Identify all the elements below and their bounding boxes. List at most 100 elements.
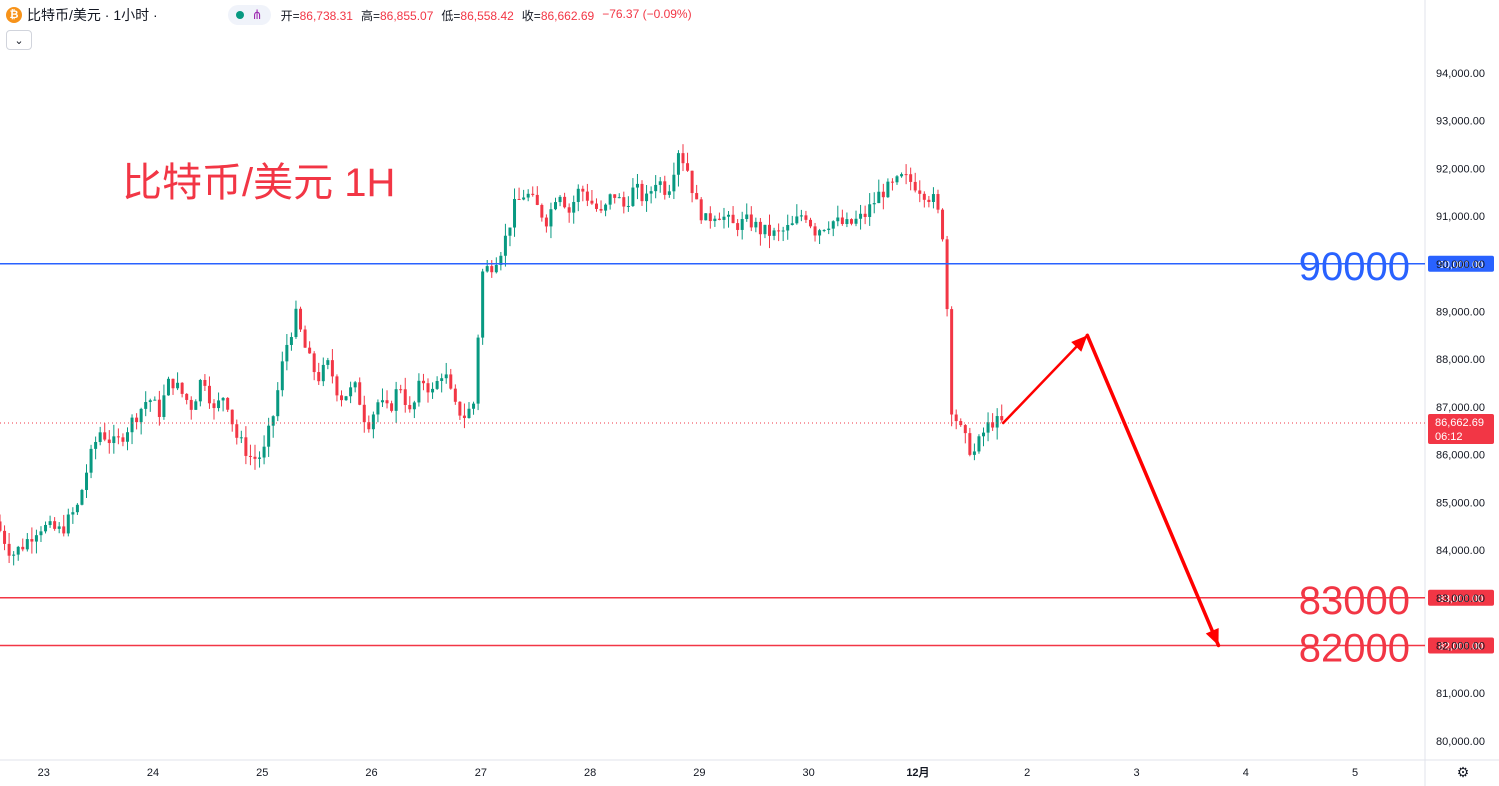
candle-body [890,181,894,183]
candle-body [954,414,958,422]
candle-body [931,194,935,203]
candle-body [7,543,11,556]
candle-body [818,230,822,236]
level-axis-label: 83,000.00 [1439,594,1484,605]
candle-body [777,230,781,232]
candle-body [713,218,717,222]
candle-body [540,204,544,218]
candle-body [194,401,198,410]
y-tick-label: 85,000.00 [1436,497,1485,509]
candle-body [48,521,52,525]
candle-body [0,521,2,531]
candle-body [71,512,75,515]
candle-body [649,191,653,194]
candle-body [663,181,667,195]
level-axis-label: 82,000.00 [1439,641,1484,652]
candle-body [676,153,680,175]
candle-body [317,372,321,382]
candle-body [763,224,767,235]
candle-body [235,424,239,438]
candle-body [171,378,175,389]
x-tick-label: 27 [475,767,487,779]
candle-body [490,266,494,273]
candle-body [772,230,776,236]
candle-body [189,399,193,410]
candle-body [239,437,243,439]
time-axis[interactable]: 23 24 25 26 27 28 29 30 12月 2 3 4 5 [38,766,1359,779]
candle-body [758,221,762,235]
candle-body [34,535,38,542]
candle-body [781,230,785,232]
candle-body [280,361,284,391]
candle-body [859,213,863,219]
candle-body [640,183,644,202]
candlestick-series [0,144,1004,566]
candle-body [431,388,435,393]
candle-body [103,432,107,440]
candle-body [367,422,371,430]
market-status-pill[interactable]: ⋔ [227,5,271,25]
candle-body [790,223,794,225]
y-tick-label: 83,000.00 [1436,593,1485,605]
candle-body [289,337,293,345]
price-axis[interactable]: 80,000.00 81,000.00 82,000.00 83,000.00 84,0… [1436,68,1485,748]
candle-body [476,337,480,404]
candle-body [913,181,917,191]
candle-body [25,539,29,550]
candle-body [362,404,366,423]
candle-body [941,209,945,240]
candle-body [631,187,635,206]
candle-body [358,382,362,405]
candle-body [330,360,334,377]
candle-body [740,219,744,230]
candle-body [895,176,899,183]
candle-body [3,530,7,544]
x-tick-label: 4 [1243,767,1249,779]
candle-body [62,526,66,534]
candle-body [854,218,858,224]
candle-body [786,224,790,231]
y-tick-label: 88,000.00 [1436,354,1485,366]
x-tick-label: 5 [1352,767,1358,779]
candle-body [950,309,954,415]
chart-title: 比特币/美元 1H [122,161,395,205]
candle-body [544,217,548,227]
candle-body [1000,416,1004,421]
candle-body [513,198,517,228]
candle-body [44,524,48,532]
high-label: 高= [360,8,380,23]
candle-body [594,203,598,209]
candle-body [686,163,690,171]
candle-body [567,207,571,213]
candle-body [394,389,398,411]
candle-body [417,380,421,403]
candle-body [16,546,20,555]
candle-body [385,400,389,404]
x-tick-label: 23 [38,767,50,779]
bitcoin-icon[interactable]: ₿ [6,7,22,23]
candle-body [731,214,735,224]
market-open-dot-icon [235,11,244,19]
candle-body [768,224,772,236]
candle-body [972,451,976,455]
candle-body [230,409,234,425]
candle-body [403,389,407,405]
gear-icon[interactable]: ⚙ [1456,763,1470,780]
level-axis-badge [1428,255,1494,272]
level-label-90000: 90000 [1299,245,1410,289]
candle-body [226,397,230,410]
candle-body [986,422,990,433]
candle-body [112,436,116,444]
symbol-title[interactable]: 比特币/美元 · 1小时 · [27,7,158,23]
x-tick-label: 12月 [906,766,929,779]
x-tick-label: 28 [584,767,596,779]
candle-body [153,399,157,401]
candle-body [963,425,967,434]
candle-body [626,205,630,207]
collapse-legend-button[interactable]: ⌄ [6,30,32,50]
arrow-head [1205,628,1219,646]
candle-body [121,437,125,442]
open-label: 开= [280,8,300,23]
change-value: −76.37 (−0.09%) [602,6,692,21]
